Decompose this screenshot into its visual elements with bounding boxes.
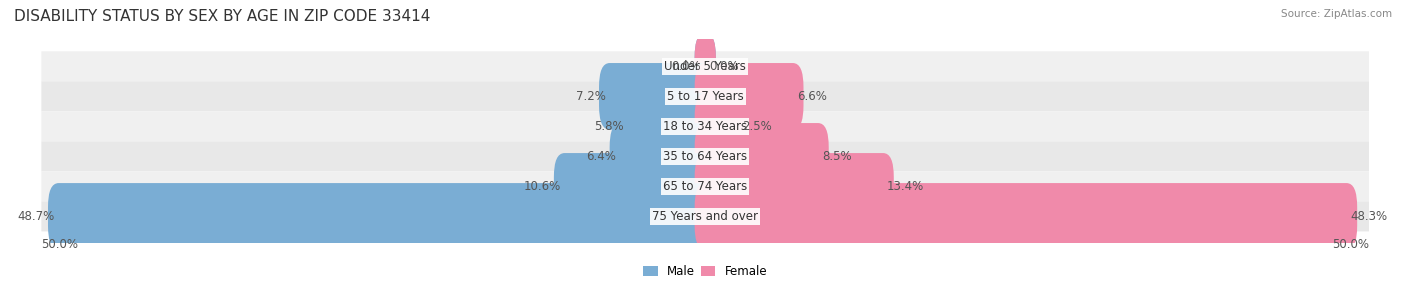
Text: 65 to 74 Years: 65 to 74 Years xyxy=(664,180,748,193)
FancyBboxPatch shape xyxy=(617,93,716,160)
FancyBboxPatch shape xyxy=(41,141,1369,171)
Text: 48.7%: 48.7% xyxy=(17,210,55,223)
FancyBboxPatch shape xyxy=(610,123,716,190)
Text: 50.0%: 50.0% xyxy=(41,238,79,251)
Text: 10.6%: 10.6% xyxy=(523,180,561,193)
Text: 6.6%: 6.6% xyxy=(797,90,827,103)
FancyBboxPatch shape xyxy=(48,183,716,250)
FancyBboxPatch shape xyxy=(41,81,1369,111)
FancyBboxPatch shape xyxy=(41,171,1369,201)
Text: 18 to 34 Years: 18 to 34 Years xyxy=(664,120,748,133)
Text: Under 5 Years: Under 5 Years xyxy=(664,60,747,73)
Text: 8.5%: 8.5% xyxy=(823,150,852,163)
Text: Source: ZipAtlas.com: Source: ZipAtlas.com xyxy=(1281,9,1392,19)
FancyBboxPatch shape xyxy=(695,153,894,220)
FancyBboxPatch shape xyxy=(695,33,716,100)
Text: 13.4%: 13.4% xyxy=(887,180,924,193)
FancyBboxPatch shape xyxy=(695,33,716,100)
FancyBboxPatch shape xyxy=(695,63,803,130)
Text: 48.3%: 48.3% xyxy=(1351,210,1388,223)
Text: 35 to 64 Years: 35 to 64 Years xyxy=(664,150,748,163)
FancyBboxPatch shape xyxy=(41,111,1369,141)
Text: 5.8%: 5.8% xyxy=(595,120,624,133)
Text: 6.4%: 6.4% xyxy=(586,150,616,163)
FancyBboxPatch shape xyxy=(599,63,716,130)
FancyBboxPatch shape xyxy=(41,51,1369,81)
FancyBboxPatch shape xyxy=(695,183,1357,250)
FancyBboxPatch shape xyxy=(554,153,716,220)
Text: 5 to 17 Years: 5 to 17 Years xyxy=(666,90,744,103)
Text: 75 Years and over: 75 Years and over xyxy=(652,210,758,223)
Text: 50.0%: 50.0% xyxy=(1331,238,1369,251)
FancyBboxPatch shape xyxy=(41,201,1369,231)
FancyBboxPatch shape xyxy=(695,93,749,160)
Text: 2.5%: 2.5% xyxy=(742,120,772,133)
Text: 0.0%: 0.0% xyxy=(709,60,738,73)
Legend: Male, Female: Male, Female xyxy=(638,260,772,282)
Text: 7.2%: 7.2% xyxy=(576,90,606,103)
FancyBboxPatch shape xyxy=(695,123,828,190)
Text: DISABILITY STATUS BY SEX BY AGE IN ZIP CODE 33414: DISABILITY STATUS BY SEX BY AGE IN ZIP C… xyxy=(14,9,430,24)
Text: 0.0%: 0.0% xyxy=(672,60,702,73)
